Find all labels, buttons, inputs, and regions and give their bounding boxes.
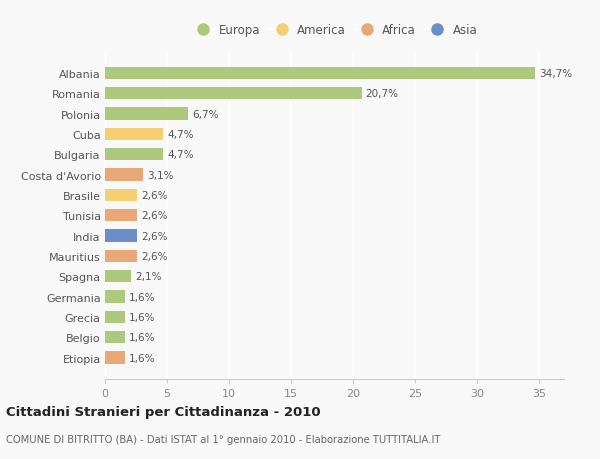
Bar <box>105 108 188 120</box>
Text: 34,7%: 34,7% <box>539 69 572 78</box>
Bar <box>105 88 362 100</box>
Bar <box>105 149 163 161</box>
Text: 2,1%: 2,1% <box>135 272 161 281</box>
Text: 20,7%: 20,7% <box>365 89 398 99</box>
Bar <box>105 190 137 202</box>
Text: COMUNE DI BITRITTO (BA) - Dati ISTAT al 1° gennaio 2010 - Elaborazione TUTTITALI: COMUNE DI BITRITTO (BA) - Dati ISTAT al … <box>6 434 440 443</box>
Text: 1,6%: 1,6% <box>128 332 155 342</box>
Bar <box>105 250 137 263</box>
Bar <box>105 169 143 181</box>
Bar <box>105 352 125 364</box>
Bar <box>105 230 137 242</box>
Text: 6,7%: 6,7% <box>192 109 218 119</box>
Bar <box>105 331 125 344</box>
Bar <box>105 67 535 80</box>
Bar <box>105 210 137 222</box>
Text: 2,6%: 2,6% <box>141 231 167 241</box>
Text: 1,6%: 1,6% <box>128 292 155 302</box>
Text: Cittadini Stranieri per Cittadinanza - 2010: Cittadini Stranieri per Cittadinanza - 2… <box>6 405 320 419</box>
Text: 4,7%: 4,7% <box>167 150 194 160</box>
Legend: Europa, America, Africa, Asia: Europa, America, Africa, Asia <box>187 20 482 42</box>
Text: 4,7%: 4,7% <box>167 129 194 140</box>
Text: 1,6%: 1,6% <box>128 312 155 322</box>
Text: 3,1%: 3,1% <box>147 170 173 180</box>
Bar <box>105 270 131 283</box>
Bar <box>105 129 163 140</box>
Text: 2,6%: 2,6% <box>141 190 167 201</box>
Bar <box>105 311 125 323</box>
Text: 1,6%: 1,6% <box>128 353 155 363</box>
Bar <box>105 291 125 303</box>
Text: 2,6%: 2,6% <box>141 252 167 261</box>
Text: 2,6%: 2,6% <box>141 211 167 221</box>
